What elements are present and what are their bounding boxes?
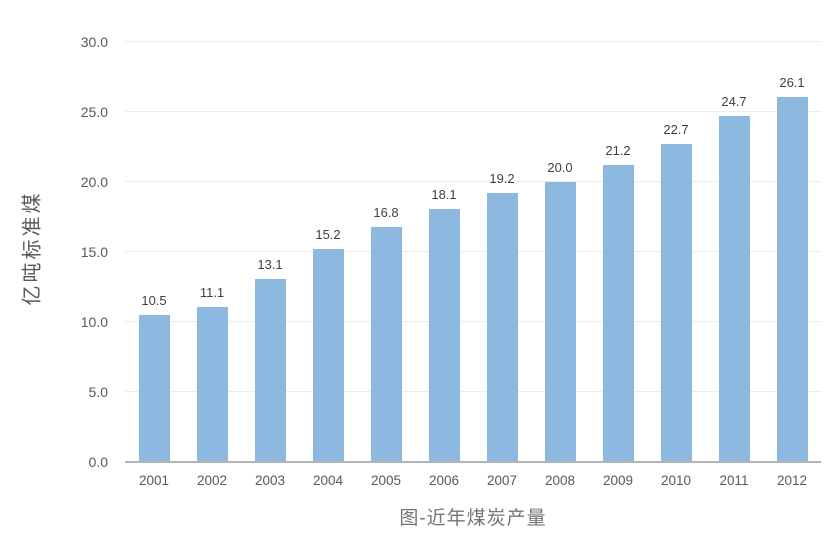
x-tick-label: 2006 <box>428 473 460 488</box>
plot-area: 10.5 11.1 13.1 15.2 16.8 18.1 19.2 20.0 21.2 22.7… <box>125 41 821 463</box>
x-tick-label: 2004 <box>312 473 344 488</box>
chart-title: 图-近年煤炭产量 <box>399 508 547 529</box>
bar-2003 <box>254 278 286 462</box>
bar-value-label: 15.2 <box>315 227 341 243</box>
bar-value-label: 21.2 <box>605 143 631 159</box>
x-tick-label: 2009 <box>602 473 634 488</box>
x-tick-label: 2001 <box>138 473 170 488</box>
gridline <box>125 111 821 112</box>
bar-2004 <box>312 249 344 462</box>
bar-value-label: 24.7 <box>721 94 747 110</box>
bar-value-label: 10.5 <box>141 293 167 308</box>
bar-2010 <box>660 144 692 462</box>
gridline <box>125 181 821 182</box>
y-tick-label: 25.0 <box>80 104 108 120</box>
gridline <box>125 41 821 42</box>
x-tick-label: 2012 <box>776 473 808 488</box>
bar-2001 <box>138 315 170 462</box>
y-tick-label: 5.0 <box>88 384 108 400</box>
bar-value-label: 11.1 <box>199 284 225 300</box>
bar-2008 <box>544 182 576 462</box>
x-tick-label: 2007 <box>486 473 518 488</box>
bar-value-label: 16.8 <box>373 204 399 220</box>
bar-value-label: 19.2 <box>489 171 515 187</box>
y-tick-label: 20.0 <box>80 174 108 190</box>
bar-value-label: 18.1 <box>431 186 457 202</box>
y-axis-title: 亿吨标准煤 <box>21 190 44 306</box>
gridline <box>125 251 821 252</box>
y-tick-label: 10.0 <box>80 314 108 330</box>
y-tick-label: 15.0 <box>80 244 108 260</box>
x-tick-label: 2011 <box>719 473 749 488</box>
bar-2006 <box>428 208 460 462</box>
x-axis-line <box>125 461 821 463</box>
bar-2002 <box>196 306 228 462</box>
x-tick-label: 2008 <box>544 473 576 488</box>
bar-value-label: 20.0 <box>547 160 573 175</box>
bar-2007 <box>486 193 518 462</box>
bar-value-label: 13.1 <box>257 256 283 272</box>
bar-2005 <box>370 226 402 462</box>
bar-value-label: 22.7 <box>663 122 689 138</box>
bar-value-label: 26.1 <box>779 74 805 90</box>
y-tick-label: 30.0 <box>80 34 108 50</box>
bar-2009 <box>602 165 634 462</box>
x-tick-label: 2002 <box>196 473 228 488</box>
bar-2011 <box>718 116 750 462</box>
x-tick-label: 2005 <box>370 473 402 488</box>
bar-2012 <box>776 96 808 462</box>
gridline <box>125 391 821 392</box>
gridline <box>125 321 821 322</box>
x-tick-label: 2003 <box>254 473 286 488</box>
y-tick-label: 0.0 <box>88 454 108 470</box>
x-tick-label: 2010 <box>660 473 692 488</box>
